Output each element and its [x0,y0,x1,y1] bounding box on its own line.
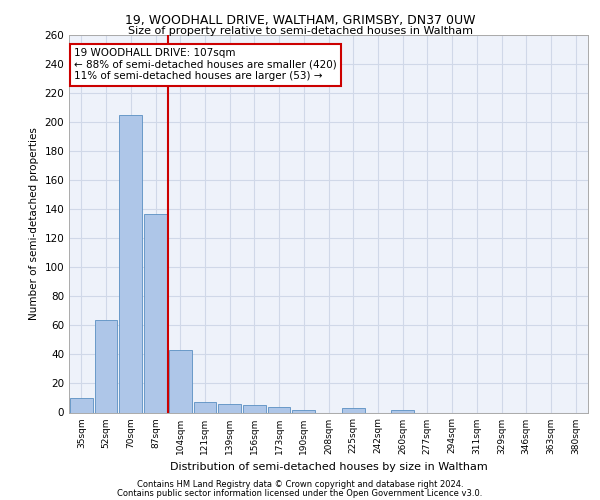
Bar [144,214,167,412]
Bar [70,398,93,412]
Text: 19 WOODHALL DRIVE: 107sqm
← 88% of semi-detached houses are smaller (420)
11% of: 19 WOODHALL DRIVE: 107sqm ← 88% of semi-… [74,48,337,82]
Text: Size of property relative to semi-detached houses in Waltham: Size of property relative to semi-detach… [128,26,473,36]
Bar [194,402,216,412]
Bar [342,408,365,412]
Text: 19, WOODHALL DRIVE, WALTHAM, GRIMSBY, DN37 0UW: 19, WOODHALL DRIVE, WALTHAM, GRIMSBY, DN… [125,14,475,27]
Bar [119,115,142,412]
Bar [218,404,241,412]
X-axis label: Distribution of semi-detached houses by size in Waltham: Distribution of semi-detached houses by … [170,462,487,472]
Bar [292,410,315,412]
Text: Contains HM Land Registry data © Crown copyright and database right 2024.: Contains HM Land Registry data © Crown c… [137,480,463,489]
Bar [243,405,266,412]
Y-axis label: Number of semi-detached properties: Number of semi-detached properties [29,128,39,320]
Bar [268,406,290,412]
Text: Contains public sector information licensed under the Open Government Licence v3: Contains public sector information licen… [118,488,482,498]
Bar [95,320,118,412]
Bar [169,350,191,412]
Bar [391,410,414,412]
